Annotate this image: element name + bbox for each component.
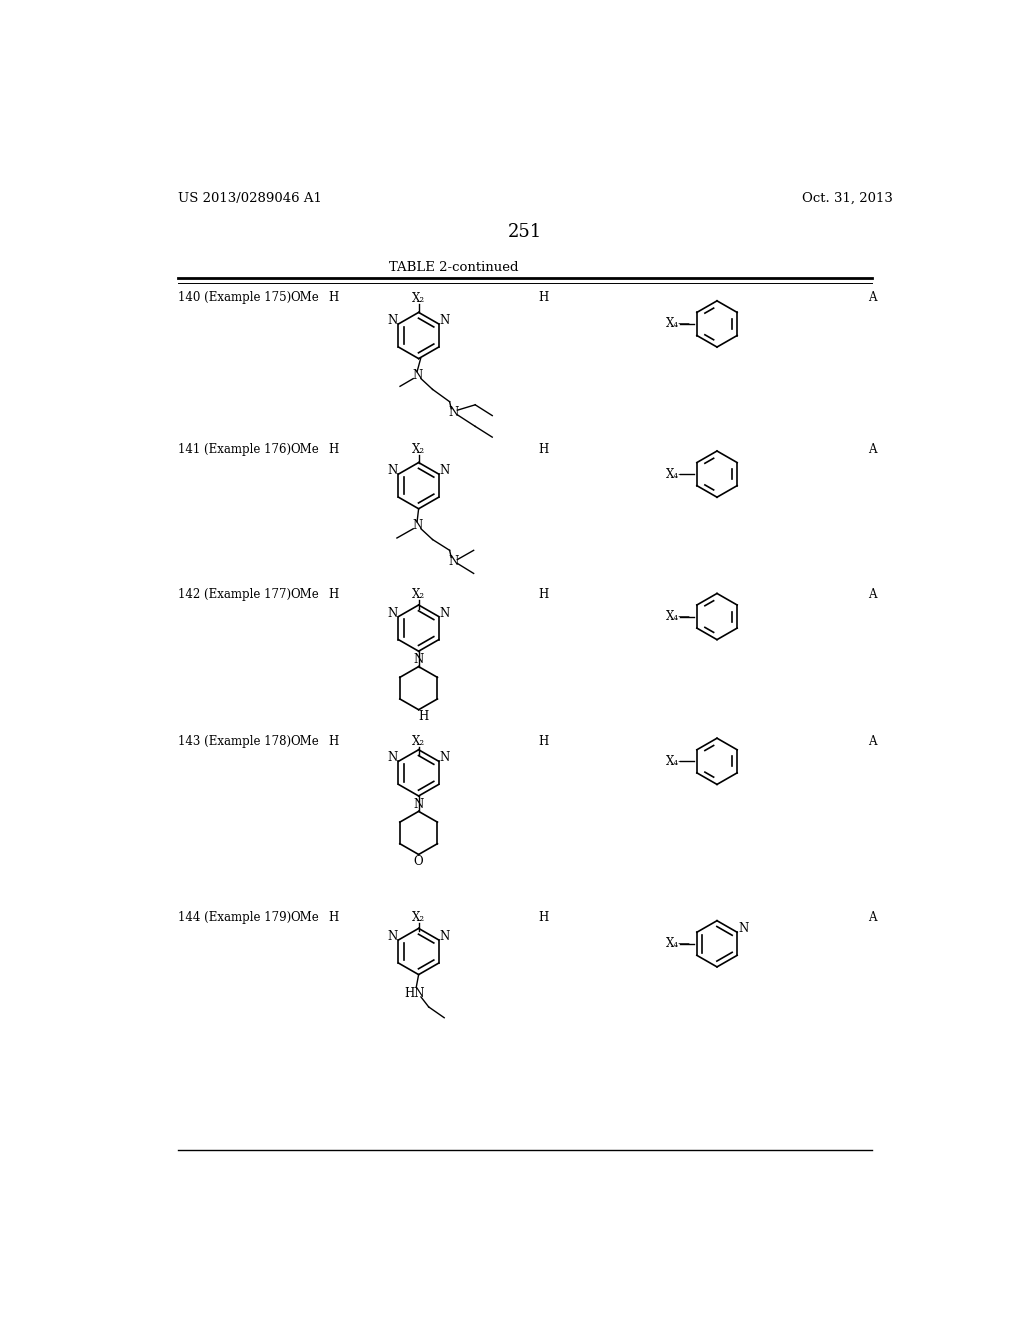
Text: 251: 251 xyxy=(508,223,542,240)
Text: 140 (Example 175): 140 (Example 175) xyxy=(178,292,292,305)
Text: H: H xyxy=(539,292,549,305)
Text: H: H xyxy=(539,911,549,924)
Text: A: A xyxy=(868,444,877,455)
Text: X₂: X₂ xyxy=(412,735,425,748)
Text: 143 (Example 178): 143 (Example 178) xyxy=(178,735,292,748)
Text: H: H xyxy=(328,589,338,602)
Text: 141 (Example 176): 141 (Example 176) xyxy=(178,444,292,455)
Text: N: N xyxy=(439,465,450,477)
Text: H: H xyxy=(328,735,338,748)
Text: N: N xyxy=(449,554,459,568)
Text: OMe: OMe xyxy=(291,735,319,748)
Text: A: A xyxy=(868,735,877,748)
Text: N: N xyxy=(412,519,422,532)
Text: X₂: X₂ xyxy=(412,911,425,924)
Text: X₄—: X₄— xyxy=(666,317,691,330)
Text: N: N xyxy=(439,314,450,327)
Text: HN: HN xyxy=(404,986,425,999)
Text: X₂: X₂ xyxy=(412,589,425,602)
Text: H: H xyxy=(328,292,338,305)
Text: US 2013/0289046 A1: US 2013/0289046 A1 xyxy=(178,191,323,205)
Text: A: A xyxy=(868,911,877,924)
Text: N: N xyxy=(412,370,422,381)
Text: X₂: X₂ xyxy=(412,292,425,305)
Text: A: A xyxy=(868,589,877,602)
Text: A: A xyxy=(868,292,877,305)
Text: X₄—: X₄— xyxy=(666,755,691,768)
Text: OMe: OMe xyxy=(291,911,319,924)
Text: H: H xyxy=(539,735,549,748)
Text: X₂: X₂ xyxy=(412,444,425,455)
Text: H: H xyxy=(328,911,338,924)
Text: H: H xyxy=(328,444,338,455)
Text: OMe: OMe xyxy=(291,589,319,602)
Text: OMe: OMe xyxy=(291,292,319,305)
Text: OMe: OMe xyxy=(291,444,319,455)
Text: X₄—: X₄— xyxy=(666,467,691,480)
Text: N: N xyxy=(387,751,397,764)
Text: N: N xyxy=(439,931,450,942)
Text: N: N xyxy=(439,607,450,619)
Text: N: N xyxy=(387,314,397,327)
Text: 144 (Example 179): 144 (Example 179) xyxy=(178,911,292,924)
Text: O: O xyxy=(414,855,424,869)
Text: N: N xyxy=(387,465,397,477)
Text: H: H xyxy=(539,589,549,602)
Text: N: N xyxy=(449,407,459,418)
Text: N: N xyxy=(387,607,397,619)
Text: X₄—: X₄— xyxy=(666,610,691,623)
Text: X₄—: X₄— xyxy=(666,937,691,950)
Text: N: N xyxy=(387,931,397,942)
Text: TABLE 2-continued: TABLE 2-continued xyxy=(389,261,518,275)
Text: N: N xyxy=(414,653,424,667)
Text: H: H xyxy=(418,710,428,723)
Text: 142 (Example 177): 142 (Example 177) xyxy=(178,589,292,602)
Text: H: H xyxy=(539,444,549,455)
Text: N: N xyxy=(738,923,749,936)
Text: N: N xyxy=(439,751,450,764)
Text: N: N xyxy=(414,797,424,810)
Text: Oct. 31, 2013: Oct. 31, 2013 xyxy=(802,191,893,205)
